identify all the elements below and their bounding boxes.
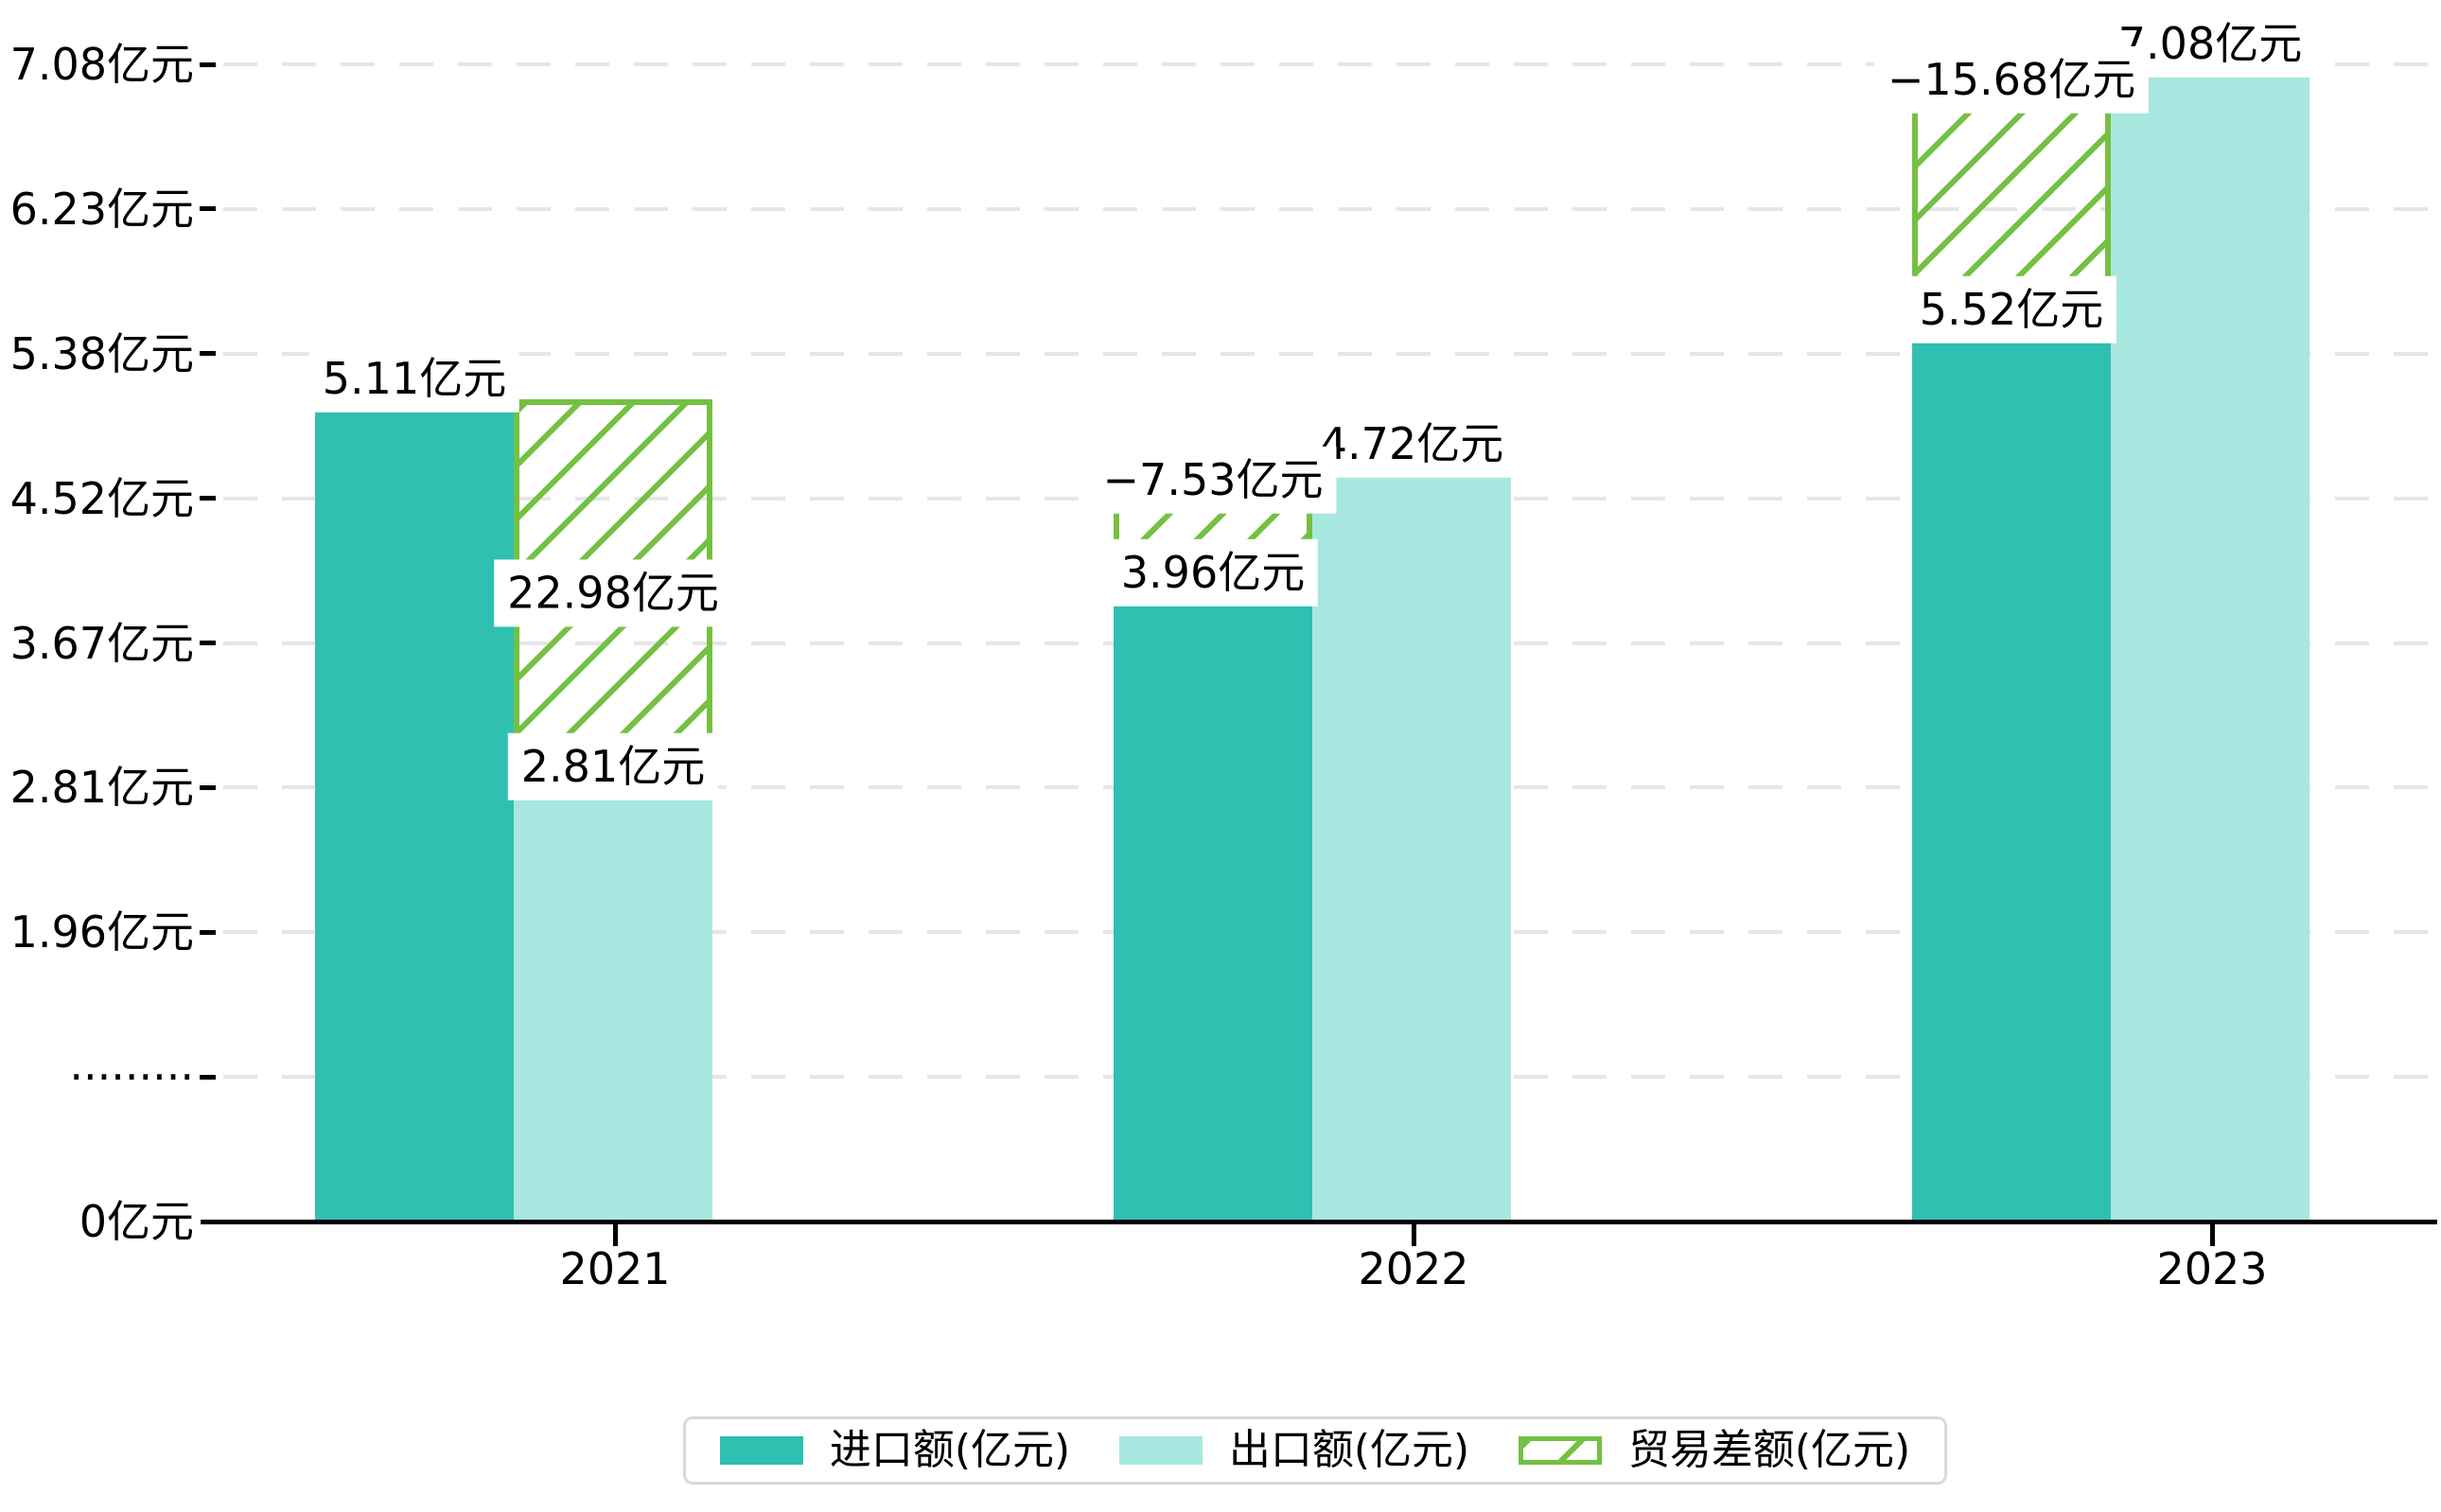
export-bar-2021 [514, 787, 712, 1222]
y-tick-label: 7.08亿元 [9, 39, 194, 90]
legend-item-difference: 贸易差额(亿元) [1518, 1426, 1911, 1475]
export-swatch-icon [1118, 1436, 1203, 1465]
value-label-difference-2022: −7.53亿元 [1089, 446, 1337, 514]
legend-item-label: 贸易差额(亿元) [1627, 1426, 1911, 1474]
y-tick-mark [200, 785, 216, 790]
difference-hatched-swatch-icon [1518, 1436, 1602, 1465]
value-label-difference-2023: −15.68亿元 [1873, 45, 2150, 114]
import-bar-2022 [1114, 593, 1312, 1222]
export-bar-2022 [1312, 465, 1511, 1222]
y-tick-label: 5.38亿元 [9, 328, 194, 379]
x-tick-mark [1412, 1222, 1416, 1246]
value-label-import-2021: 5.11亿元 [308, 344, 520, 413]
legend-item-label: 出口额(亿元) [1228, 1426, 1470, 1474]
import-swatch-icon [719, 1436, 803, 1465]
y-tick-mark [200, 62, 216, 67]
y-tick-label: ········· [69, 1051, 194, 1102]
gridline [223, 352, 2437, 356]
legend: 进口额(亿元) 出口额(亿元) 贸易差额(亿元) [683, 1416, 1947, 1485]
y-tick-mark [200, 1075, 216, 1080]
gridline [223, 207, 2437, 211]
x-tick-mark [613, 1222, 618, 1246]
export-bar-2023 [2111, 64, 2309, 1222]
value-label-export-2022: 4.72亿元 [1306, 410, 1518, 478]
y-tick-label: 3.67亿元 [9, 618, 194, 669]
legend-item-export: 出口额(亿元) [1118, 1426, 1470, 1475]
x-tick-mark [2210, 1222, 2215, 1246]
y-tick-label: 1.96亿元 [9, 906, 194, 958]
import-bar-2023 [1912, 330, 2111, 1222]
y-tick-mark [200, 641, 216, 645]
legend-item-import: 进口额(亿元) [719, 1426, 1071, 1475]
x-tick-label: 2023 [2156, 1243, 2268, 1294]
import-bar-2021 [315, 399, 514, 1222]
y-tick-label: 0亿元 [79, 1196, 194, 1247]
y-tick-mark [200, 206, 216, 211]
y-tick-mark [200, 930, 216, 935]
legend-item-label: 进口额(亿元) [829, 1426, 1071, 1474]
value-label-import-2022: 3.96亿元 [1107, 538, 1319, 607]
y-tick-label: 6.23亿元 [9, 184, 194, 235]
x-axis-line [201, 1220, 2437, 1224]
x-tick-label: 2022 [1358, 1243, 1469, 1294]
x-tick-label: 2021 [559, 1243, 671, 1294]
value-label-export-2021: 2.81亿元 [507, 732, 719, 800]
y-tick-mark [200, 496, 216, 501]
y-tick-label: 2.81亿元 [9, 762, 194, 813]
y-tick-label: 4.52亿元 [9, 473, 194, 524]
value-label-import-2023: 5.52亿元 [1905, 275, 2117, 343]
y-tick-mark [200, 351, 216, 356]
value-label-difference-2021: 22.98亿元 [494, 559, 732, 627]
gridline [223, 62, 2437, 66]
